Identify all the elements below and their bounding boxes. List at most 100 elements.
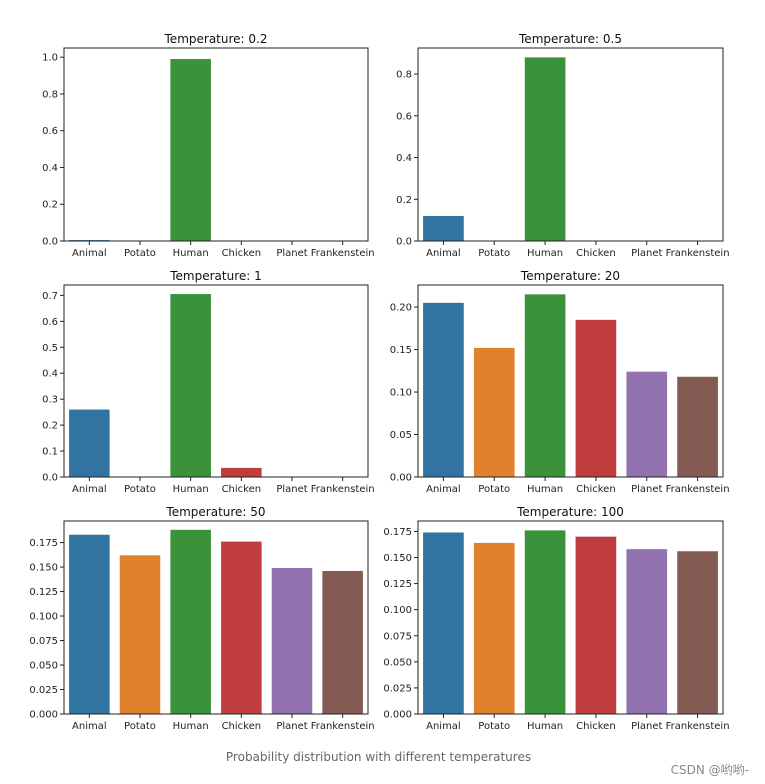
y-tick-label: 0.05	[390, 430, 412, 441]
y-tick-label: 0.050	[383, 657, 412, 668]
x-tick-label: Frankenstein	[311, 721, 375, 732]
y-tick-label: 0.6	[396, 111, 412, 122]
y-tick-label: 0.025	[383, 683, 412, 694]
bar-animal	[423, 215, 464, 241]
bar-animal	[423, 302, 464, 477]
bar-human	[524, 57, 566, 241]
bar-chicken	[221, 541, 262, 714]
y-tick-label: 0.15	[390, 345, 412, 356]
axes-frame	[63, 520, 369, 715]
bar-frankenstein	[322, 570, 363, 714]
y-tick-label: 0.4	[396, 153, 412, 164]
x-tick-label: Human	[173, 248, 209, 259]
bar-frankenstein	[677, 551, 718, 714]
x-tick-label: Animal	[426, 248, 461, 259]
bar-planet	[626, 371, 668, 477]
x-tick-label: Frankenstein	[311, 248, 375, 259]
chart-panel-2: Temperature: 0.5 0.0 0.2 0.4 0.6 0.8 Animal Pot…	[396, 32, 729, 259]
y-tick-label: 0.125	[383, 579, 412, 590]
y-tick-label: 0.0	[42, 473, 58, 484]
y-tick-label: 0.150	[29, 563, 58, 574]
axes-frame	[63, 47, 369, 242]
y-tick-label: 0.6	[42, 126, 58, 137]
y-tick-label: 0.4	[42, 163, 58, 174]
bar-animal	[69, 409, 110, 477]
bar-potato	[473, 347, 515, 477]
y-tick-label: 0.100	[383, 605, 412, 616]
x-tick-label: Frankenstein	[311, 484, 375, 495]
y-tick-label: 0.10	[390, 388, 412, 399]
x-tick-label: Planet	[276, 721, 307, 732]
y-tick-label: 0.1	[42, 447, 58, 458]
chart-title: Temperature: 1	[169, 269, 262, 283]
y-tick-label: 0.175	[29, 538, 58, 549]
x-tick-label: Potato	[124, 721, 156, 732]
x-tick-label: Planet	[276, 484, 307, 495]
y-tick-label: 0.125	[29, 587, 58, 598]
x-tick-label: Planet	[631, 248, 662, 259]
y-tick-label: 0.075	[383, 631, 412, 642]
x-tick-label: Frankenstein	[666, 721, 730, 732]
x-tick-label: Planet	[631, 484, 662, 495]
y-tick-label: 0.6	[42, 317, 58, 328]
x-tick-label: Chicken	[576, 484, 616, 495]
y-tick-label: 0.175	[383, 527, 412, 538]
x-tick-label: Potato	[124, 484, 156, 495]
x-tick-label: Chicken	[222, 484, 262, 495]
x-tick-label: Human	[527, 248, 563, 259]
bar-animal	[69, 534, 110, 714]
bar-chicken	[575, 536, 617, 714]
x-tick-label: Potato	[124, 248, 156, 259]
x-tick-label: Animal	[72, 721, 107, 732]
bar-human	[170, 294, 211, 477]
y-tick-label: 0.025	[29, 685, 58, 696]
x-tick-label: Potato	[478, 484, 510, 495]
y-tick-label: 0.5	[42, 343, 58, 354]
y-tick-label: 0.8	[42, 89, 58, 100]
bar-human	[524, 530, 566, 714]
y-tick-label: 0.000	[383, 710, 412, 721]
chart-title: Temperature: 50	[165, 505, 265, 519]
chart-title: Temperature: 0.5	[518, 32, 622, 46]
y-tick-label: 0.150	[383, 553, 412, 564]
axes-frame	[417, 284, 724, 478]
bar-planet	[271, 568, 313, 714]
axes-frame	[417, 47, 724, 242]
chart-panel-3: Temperature: 1 0.0 0.1 0.2 0.3 0.4 0.5 0.6 0.7 An…	[42, 269, 375, 495]
watermark: CSDN @哟哟-	[670, 763, 749, 777]
y-tick-label: 0.2	[42, 200, 58, 211]
x-tick-label: Frankenstein	[666, 248, 730, 259]
y-tick-label: 0.100	[29, 612, 58, 623]
y-tick-label: 0.00	[390, 473, 412, 484]
bar-chicken	[575, 319, 617, 477]
x-tick-label: Human	[527, 721, 563, 732]
x-tick-label: Animal	[72, 248, 107, 259]
chart-title: Temperature: 100	[516, 505, 624, 519]
x-tick-label: Planet	[631, 721, 662, 732]
y-tick-label: 0.0	[42, 237, 58, 248]
x-tick-label: Potato	[478, 721, 510, 732]
y-tick-label: 0.4	[42, 369, 58, 380]
x-tick-label: Potato	[478, 248, 510, 259]
axes-frame	[417, 520, 724, 715]
chart-panel-5: Temperature: 50 0.000 0.025 0.050 0.075 0.100…	[29, 505, 374, 732]
y-tick-label: 0.20	[390, 303, 412, 314]
bar-chicken	[221, 467, 262, 477]
y-tick-label: 0.075	[29, 636, 58, 647]
x-tick-label: Animal	[426, 484, 461, 495]
x-tick-label: Chicken	[222, 721, 262, 732]
chart-panel-6: Temperature: 100 0.000 0.025 0.050 0.075 0.10…	[383, 505, 729, 732]
figure-caption: Probability distribution with different …	[225, 750, 532, 764]
axes-frame	[63, 284, 369, 478]
bar-human	[524, 294, 566, 477]
y-tick-label: 0.2	[42, 421, 58, 432]
x-tick-label: Chicken	[576, 248, 616, 259]
x-tick-label: Human	[173, 721, 209, 732]
chart-panel-1: Temperature: 0.2 0.0 0.2 0.4 0.6 0.8 1.0 Animal…	[42, 32, 375, 259]
y-tick-label: 1.0	[42, 53, 58, 64]
y-tick-label: 0.0	[396, 237, 412, 248]
y-tick-label: 0.2	[396, 195, 412, 206]
bar-potato	[473, 542, 515, 714]
y-tick-label: 0.050	[29, 661, 58, 672]
